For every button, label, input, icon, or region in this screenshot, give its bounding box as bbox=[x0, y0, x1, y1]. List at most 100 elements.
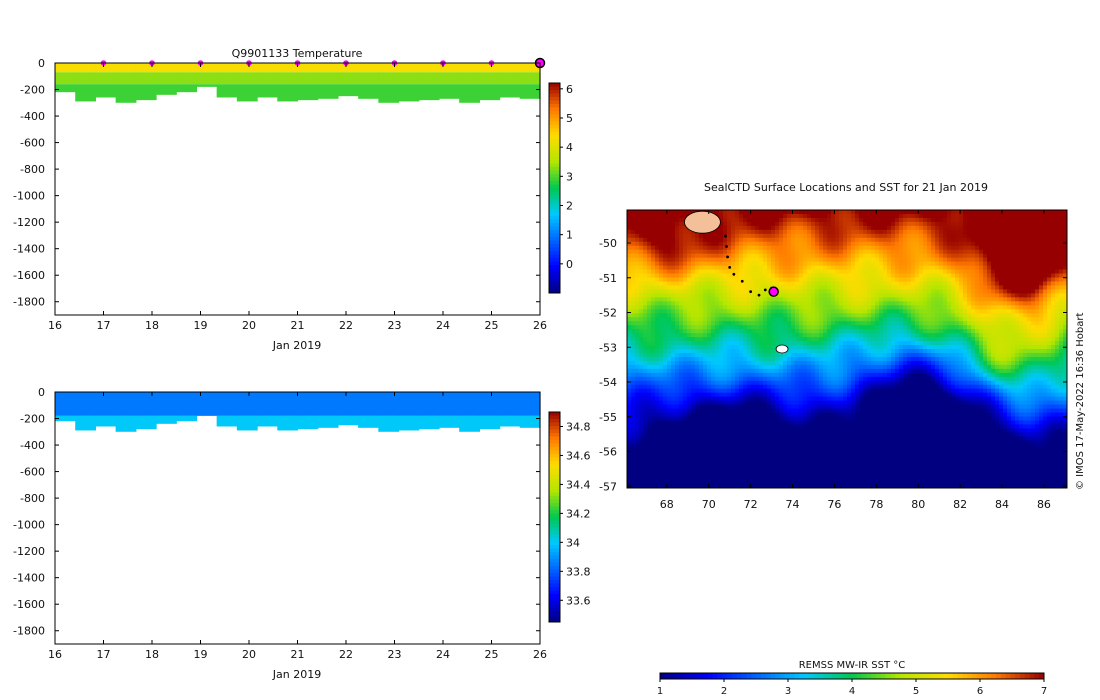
sst-cell bbox=[631, 289, 636, 294]
section-cell bbox=[297, 84, 319, 101]
sst-cell bbox=[667, 333, 672, 338]
sst-cell bbox=[847, 273, 852, 278]
sst-cell bbox=[863, 360, 868, 366]
sst-cell bbox=[971, 329, 976, 334]
sst-cell bbox=[759, 305, 764, 310]
section-cell bbox=[257, 84, 278, 98]
sst-cell bbox=[631, 325, 636, 330]
sst-cell bbox=[943, 293, 948, 298]
sst-cell bbox=[763, 289, 768, 294]
sst-cell bbox=[823, 345, 828, 350]
sst-cell bbox=[683, 333, 688, 338]
sst-cell bbox=[855, 269, 860, 274]
sst-cell bbox=[747, 229, 752, 235]
sst-cell bbox=[783, 317, 788, 322]
sst-cell bbox=[863, 372, 868, 378]
sst-cell bbox=[891, 265, 896, 270]
sst-cell bbox=[911, 360, 916, 366]
sst-cell bbox=[679, 277, 684, 282]
sst-cell bbox=[771, 221, 776, 227]
sst-cell bbox=[827, 325, 832, 330]
sst-cell bbox=[1035, 325, 1040, 330]
sst-cell bbox=[831, 368, 836, 374]
sst-cell bbox=[939, 325, 944, 330]
sst-cell bbox=[799, 233, 804, 239]
sst-cell bbox=[835, 269, 840, 274]
sst-cell bbox=[827, 317, 832, 322]
sst-cell bbox=[627, 305, 632, 310]
section-cell bbox=[499, 63, 521, 73]
sst-cell bbox=[935, 285, 940, 290]
sst-cell bbox=[867, 257, 872, 263]
sst-cell bbox=[771, 321, 776, 326]
sst-cell bbox=[907, 269, 912, 274]
sst-cell bbox=[875, 301, 880, 306]
sst-cell bbox=[735, 293, 740, 298]
sst-cell bbox=[1063, 229, 1068, 235]
sst-cell bbox=[671, 241, 676, 247]
sst-cell bbox=[695, 253, 700, 259]
sst-cell bbox=[707, 368, 712, 374]
sst-cell bbox=[675, 313, 680, 318]
sst-cell bbox=[1003, 337, 1008, 342]
sst-cell bbox=[887, 221, 892, 227]
sst-cell bbox=[695, 317, 700, 322]
sst-cell bbox=[931, 217, 936, 223]
sst-cell bbox=[631, 352, 636, 358]
sst-cell bbox=[703, 305, 708, 310]
sst-cell bbox=[675, 237, 680, 243]
sst-cell bbox=[631, 321, 636, 326]
sst-cell bbox=[747, 281, 752, 286]
sst-cell bbox=[963, 249, 968, 255]
sst-cell bbox=[859, 345, 864, 350]
sst-cell bbox=[939, 352, 944, 358]
sst-cell bbox=[895, 337, 900, 342]
sst-cell bbox=[743, 237, 748, 243]
sst-cell bbox=[975, 293, 980, 298]
sst-cell bbox=[683, 364, 688, 370]
sst-cell bbox=[683, 225, 688, 231]
sst-cell bbox=[983, 360, 988, 366]
sst-cell bbox=[687, 277, 692, 282]
sst-cell bbox=[895, 297, 900, 302]
section-cell bbox=[358, 415, 379, 428]
sst-cell bbox=[1003, 217, 1008, 223]
sst-cell bbox=[863, 249, 868, 255]
sst-cell bbox=[935, 217, 940, 223]
sst-cell bbox=[999, 345, 1004, 350]
sst-cell bbox=[843, 329, 848, 334]
sst-cell bbox=[799, 341, 804, 346]
sst-cell bbox=[991, 277, 996, 282]
sst-cell bbox=[871, 249, 876, 255]
sst-cell bbox=[731, 345, 736, 350]
sst-cell bbox=[767, 261, 772, 266]
sst-cell bbox=[867, 341, 872, 346]
sst-cell bbox=[935, 213, 940, 219]
sst-cell bbox=[655, 229, 660, 235]
sst-cell bbox=[675, 360, 680, 366]
sst-cell bbox=[995, 368, 1000, 374]
sst-cell bbox=[947, 317, 952, 322]
sst-cell bbox=[887, 356, 892, 362]
sst-cell bbox=[907, 317, 912, 322]
sst-cell bbox=[991, 337, 996, 342]
sst-cell bbox=[1027, 245, 1032, 251]
sst-cell bbox=[727, 237, 732, 243]
sst-cell bbox=[959, 349, 964, 354]
sst-cell bbox=[863, 368, 868, 374]
sst-cell bbox=[635, 210, 640, 215]
sst-cell bbox=[915, 277, 920, 282]
sst-cell bbox=[1023, 289, 1028, 294]
sst-cell bbox=[979, 245, 984, 251]
sst-cell bbox=[947, 233, 952, 239]
sst-cell bbox=[763, 349, 768, 354]
sst-cell bbox=[903, 210, 908, 215]
sst-cell bbox=[1011, 333, 1016, 338]
sst-cell bbox=[627, 261, 632, 266]
sst-cell bbox=[811, 360, 816, 366]
sst-cell bbox=[687, 261, 692, 266]
sst-cell bbox=[643, 345, 648, 350]
sst-cell bbox=[747, 253, 752, 259]
colorbar-segment bbox=[549, 471, 560, 476]
sst-cell bbox=[791, 372, 796, 378]
